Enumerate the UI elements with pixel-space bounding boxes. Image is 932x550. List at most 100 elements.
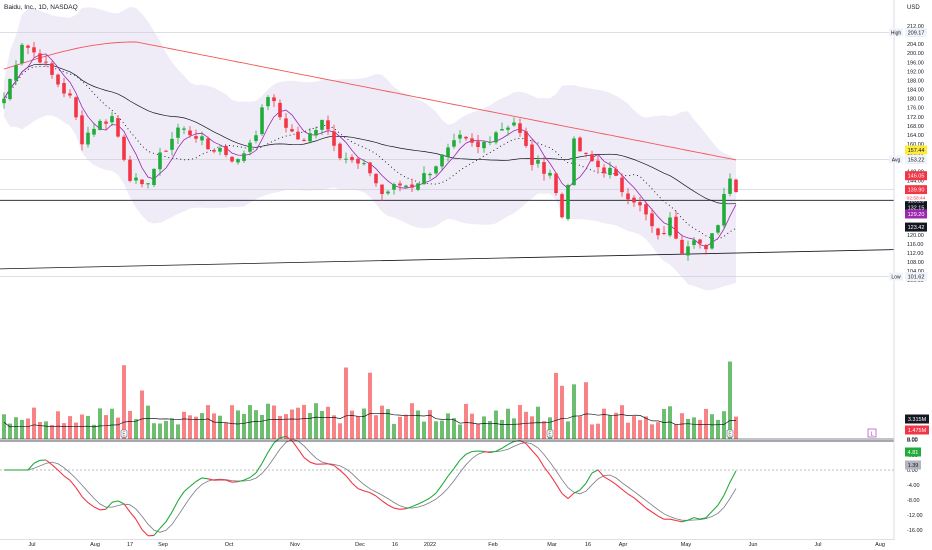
candle-body bbox=[80, 115, 84, 145]
volume-bar bbox=[110, 408, 114, 439]
candle-body bbox=[296, 131, 300, 140]
price-tick-label: 164.00 bbox=[907, 133, 924, 139]
time-tick-label: Aug bbox=[875, 542, 885, 548]
candle-body bbox=[608, 168, 612, 175]
volume-bar bbox=[236, 410, 240, 439]
oscillator-pane bbox=[0, 435, 894, 537]
price-badge-low bbox=[905, 272, 927, 282]
side-label-high: High bbox=[891, 30, 902, 36]
osc-main-segment bbox=[699, 517, 707, 520]
osc-main-segment bbox=[399, 508, 407, 510]
candlesticks[interactable] bbox=[2, 41, 738, 261]
osc-main-segment bbox=[303, 456, 311, 463]
osc-main-segment bbox=[135, 519, 143, 530]
volume-bar bbox=[608, 415, 612, 439]
volume-bar bbox=[146, 405, 150, 439]
volume-bar bbox=[2, 414, 6, 439]
osc-main-segment bbox=[507, 440, 515, 445]
candle-body bbox=[626, 193, 630, 200]
grid-lines bbox=[0, 32, 895, 277]
candle-body bbox=[500, 129, 504, 131]
osc-main-segment bbox=[309, 461, 317, 465]
osc-main-segment bbox=[159, 521, 167, 529]
volume-bar bbox=[602, 408, 606, 439]
candle-body bbox=[398, 183, 402, 186]
osc-main-segment bbox=[69, 479, 77, 489]
volume-bar bbox=[644, 416, 648, 439]
time-tick-label: 17 bbox=[127, 542, 133, 548]
candle-body bbox=[146, 183, 150, 185]
earnings-marker-label: E bbox=[728, 432, 732, 438]
osc-main-segment bbox=[207, 478, 215, 481]
candle-body bbox=[542, 162, 546, 174]
candle-body bbox=[56, 74, 60, 85]
earnings-marker bbox=[726, 429, 734, 438]
candle-body bbox=[458, 134, 462, 139]
osc-main-segment bbox=[87, 502, 95, 508]
osc-main-segment bbox=[627, 493, 635, 499]
volume-bar bbox=[134, 419, 138, 439]
volume-bar bbox=[506, 408, 510, 439]
candle-body bbox=[728, 178, 732, 194]
volume-bar bbox=[26, 418, 30, 439]
volume-bar bbox=[104, 415, 108, 439]
osc-main-segment bbox=[549, 474, 557, 485]
volume-bar bbox=[230, 405, 234, 439]
candle-body bbox=[182, 128, 186, 130]
price-tick-label: 172.00 bbox=[907, 115, 924, 121]
candle-body bbox=[104, 121, 108, 124]
volume-bar bbox=[638, 420, 642, 439]
candle-body bbox=[422, 173, 426, 185]
volume-bar bbox=[440, 420, 444, 439]
candle-body bbox=[32, 47, 36, 53]
candle-body bbox=[716, 225, 720, 233]
osc-main-segment bbox=[165, 511, 173, 523]
osc-main-segment bbox=[195, 477, 203, 482]
volume-bar bbox=[560, 385, 564, 439]
candle-body bbox=[452, 140, 456, 147]
candle-body bbox=[110, 116, 114, 123]
volume-bar bbox=[170, 418, 174, 439]
price-badge-high bbox=[905, 27, 927, 37]
osc-main-segment bbox=[435, 484, 443, 494]
candle-body bbox=[152, 168, 156, 185]
time-axis[interactable]: Jul Aug 17 Sep Oct Nov Dec 16 2022 Feb Mar 16 Apr May… bbox=[28, 542, 884, 548]
volume-bar bbox=[200, 413, 204, 439]
osc-main-segment bbox=[453, 459, 461, 469]
candle-body bbox=[284, 118, 288, 128]
osc-main-segment bbox=[537, 456, 545, 468]
countdown-timer: 02:58:44 bbox=[907, 196, 926, 202]
candle-body bbox=[260, 107, 264, 135]
volume-bar bbox=[86, 415, 90, 439]
volume-bar bbox=[380, 405, 384, 439]
osc-main-segment bbox=[615, 483, 623, 490]
osc-main-segment bbox=[723, 481, 731, 496]
osc-main-segment bbox=[687, 517, 695, 521]
candle-body bbox=[158, 152, 162, 170]
osc-main-segment bbox=[27, 462, 35, 471]
osc-main-segment bbox=[717, 495, 725, 506]
price-badge-ma50-value: 135.20 bbox=[908, 198, 925, 204]
osc-main-segment bbox=[441, 475, 449, 486]
volume-bar bbox=[584, 382, 588, 439]
candle-body bbox=[230, 156, 234, 162]
price-badge-low-value: 101.62 bbox=[908, 275, 925, 281]
osc-main-segment bbox=[423, 497, 431, 502]
osc-main-segment bbox=[237, 479, 245, 483]
candle-body bbox=[644, 204, 648, 215]
candle-body bbox=[662, 233, 666, 234]
chart-header: Baidu, Inc., 1D, NASDAQ USD bbox=[4, 4, 920, 11]
candle-body bbox=[428, 173, 432, 176]
osc-main-segment bbox=[531, 450, 539, 458]
candle-body bbox=[656, 228, 660, 236]
candle-body bbox=[176, 127, 180, 138]
osc-main-segment bbox=[339, 469, 347, 477]
price-tick-label: 180.00 bbox=[907, 97, 924, 103]
osc-main-segment bbox=[501, 444, 509, 449]
volume-bar bbox=[614, 412, 618, 439]
price-tick-label: 204.00 bbox=[907, 42, 924, 48]
time-tick-label: Nov bbox=[290, 542, 300, 548]
volume-bar bbox=[368, 372, 372, 439]
price-badge-high-value: 209.17 bbox=[908, 30, 925, 36]
